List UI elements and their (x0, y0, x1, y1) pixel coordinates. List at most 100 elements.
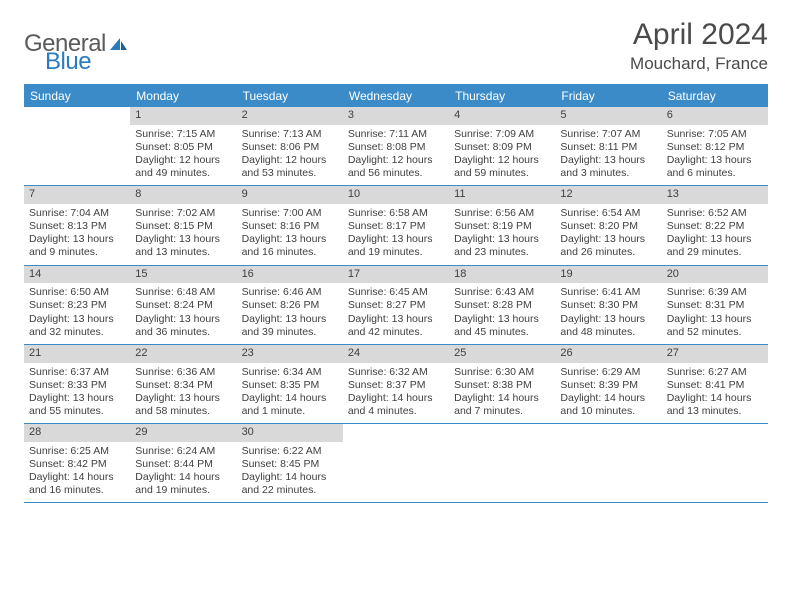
day-body: Sunrise: 6:32 AMSunset: 8:37 PMDaylight:… (343, 363, 449, 424)
day-number: 8 (130, 186, 236, 204)
day-body: Sunrise: 6:52 AMSunset: 8:22 PMDaylight:… (662, 204, 768, 265)
day-cell: 28Sunrise: 6:25 AMSunset: 8:42 PMDayligh… (24, 424, 130, 502)
day-cell: 29Sunrise: 6:24 AMSunset: 8:44 PMDayligh… (130, 424, 236, 502)
day-cell: 5Sunrise: 7:07 AMSunset: 8:11 PMDaylight… (555, 107, 661, 185)
sunset-text: Sunset: 8:34 PM (135, 379, 231, 392)
sunset-text: Sunset: 8:24 PM (135, 299, 231, 312)
day-number: 1 (130, 107, 236, 125)
weekday-header: Tuesday (237, 85, 343, 107)
sunset-text: Sunset: 8:37 PM (348, 379, 444, 392)
week-row: 28Sunrise: 6:25 AMSunset: 8:42 PMDayligh… (24, 424, 768, 503)
sunset-text: Sunset: 8:33 PM (29, 379, 125, 392)
daylight-text: Daylight: 14 hours and 7 minutes. (454, 392, 550, 418)
sunrise-text: Sunrise: 6:52 AM (667, 207, 763, 220)
sunset-text: Sunset: 8:31 PM (667, 299, 763, 312)
sunrise-text: Sunrise: 6:43 AM (454, 286, 550, 299)
title-block: April 2024 Mouchard, France (630, 18, 768, 74)
day-body: Sunrise: 6:46 AMSunset: 8:26 PMDaylight:… (237, 283, 343, 344)
sunrise-text: Sunrise: 6:54 AM (560, 207, 656, 220)
day-body: Sunrise: 6:29 AMSunset: 8:39 PMDaylight:… (555, 363, 661, 424)
day-number: 17 (343, 266, 449, 284)
location-subtitle: Mouchard, France (630, 54, 768, 74)
sunrise-text: Sunrise: 6:41 AM (560, 286, 656, 299)
day-number: 22 (130, 345, 236, 363)
day-body: Sunrise: 6:48 AMSunset: 8:24 PMDaylight:… (130, 283, 236, 344)
day-cell: 8Sunrise: 7:02 AMSunset: 8:15 PMDaylight… (130, 186, 236, 264)
day-cell: 11Sunrise: 6:56 AMSunset: 8:19 PMDayligh… (449, 186, 555, 264)
day-number: 19 (555, 266, 661, 284)
day-cell: 24Sunrise: 6:32 AMSunset: 8:37 PMDayligh… (343, 345, 449, 423)
day-number: 23 (237, 345, 343, 363)
sunrise-text: Sunrise: 6:22 AM (242, 445, 338, 458)
month-title: April 2024 (630, 18, 768, 52)
weeks-container: 1Sunrise: 7:15 AMSunset: 8:05 PMDaylight… (24, 107, 768, 503)
daylight-text: Daylight: 12 hours and 49 minutes. (135, 154, 231, 180)
day-number: 30 (237, 424, 343, 442)
sunrise-text: Sunrise: 6:37 AM (29, 366, 125, 379)
day-number: 3 (343, 107, 449, 125)
day-body: Sunrise: 6:56 AMSunset: 8:19 PMDaylight:… (449, 204, 555, 265)
daylight-text: Daylight: 14 hours and 13 minutes. (667, 392, 763, 418)
day-body: Sunrise: 6:37 AMSunset: 8:33 PMDaylight:… (24, 363, 130, 424)
day-body: Sunrise: 6:24 AMSunset: 8:44 PMDaylight:… (130, 442, 236, 503)
weekday-header: Sunday (24, 85, 130, 107)
sunrise-text: Sunrise: 6:36 AM (135, 366, 231, 379)
sunrise-text: Sunrise: 7:07 AM (560, 128, 656, 141)
calendar-grid: Sunday Monday Tuesday Wednesday Thursday… (24, 84, 768, 503)
day-cell: 7Sunrise: 7:04 AMSunset: 8:13 PMDaylight… (24, 186, 130, 264)
day-number: 4 (449, 107, 555, 125)
day-number: 29 (130, 424, 236, 442)
daylight-text: Daylight: 13 hours and 42 minutes. (348, 313, 444, 339)
day-body: Sunrise: 7:09 AMSunset: 8:09 PMDaylight:… (449, 125, 555, 186)
daylight-text: Daylight: 13 hours and 3 minutes. (560, 154, 656, 180)
day-number: 5 (555, 107, 661, 125)
weekday-header-row: Sunday Monday Tuesday Wednesday Thursday… (24, 85, 768, 107)
sunset-text: Sunset: 8:12 PM (667, 141, 763, 154)
day-body: Sunrise: 6:54 AMSunset: 8:20 PMDaylight:… (555, 204, 661, 265)
day-number: 20 (662, 266, 768, 284)
sunset-text: Sunset: 8:08 PM (348, 141, 444, 154)
sunrise-text: Sunrise: 7:15 AM (135, 128, 231, 141)
day-cell (662, 424, 768, 502)
day-number: 21 (24, 345, 130, 363)
sunset-text: Sunset: 8:38 PM (454, 379, 550, 392)
day-number: 24 (343, 345, 449, 363)
sunrise-text: Sunrise: 7:00 AM (242, 207, 338, 220)
sunrise-text: Sunrise: 6:32 AM (348, 366, 444, 379)
sunrise-text: Sunrise: 7:13 AM (242, 128, 338, 141)
daylight-text: Daylight: 13 hours and 6 minutes. (667, 154, 763, 180)
day-number (555, 424, 661, 428)
sunset-text: Sunset: 8:15 PM (135, 220, 231, 233)
day-cell: 6Sunrise: 7:05 AMSunset: 8:12 PMDaylight… (662, 107, 768, 185)
day-body: Sunrise: 6:45 AMSunset: 8:27 PMDaylight:… (343, 283, 449, 344)
day-cell: 10Sunrise: 6:58 AMSunset: 8:17 PMDayligh… (343, 186, 449, 264)
sunrise-text: Sunrise: 6:39 AM (667, 286, 763, 299)
sunrise-text: Sunrise: 6:45 AM (348, 286, 444, 299)
day-cell: 9Sunrise: 7:00 AMSunset: 8:16 PMDaylight… (237, 186, 343, 264)
day-body: Sunrise: 7:02 AMSunset: 8:15 PMDaylight:… (130, 204, 236, 265)
day-body: Sunrise: 7:05 AMSunset: 8:12 PMDaylight:… (662, 125, 768, 186)
daylight-text: Daylight: 14 hours and 19 minutes. (135, 471, 231, 497)
day-body: Sunrise: 6:30 AMSunset: 8:38 PMDaylight:… (449, 363, 555, 424)
daylight-text: Daylight: 13 hours and 55 minutes. (29, 392, 125, 418)
day-number: 26 (555, 345, 661, 363)
day-cell: 14Sunrise: 6:50 AMSunset: 8:23 PMDayligh… (24, 266, 130, 344)
sunrise-text: Sunrise: 6:48 AM (135, 286, 231, 299)
day-number (343, 424, 449, 428)
sunrise-text: Sunrise: 7:02 AM (135, 207, 231, 220)
day-number: 15 (130, 266, 236, 284)
daylight-text: Daylight: 13 hours and 16 minutes. (242, 233, 338, 259)
day-number: 6 (662, 107, 768, 125)
day-body: Sunrise: 7:00 AMSunset: 8:16 PMDaylight:… (237, 204, 343, 265)
day-cell (343, 424, 449, 502)
daylight-text: Daylight: 12 hours and 53 minutes. (242, 154, 338, 180)
logo-sail-icon (108, 36, 128, 52)
daylight-text: Daylight: 13 hours and 39 minutes. (242, 313, 338, 339)
sunset-text: Sunset: 8:39 PM (560, 379, 656, 392)
sunrise-text: Sunrise: 6:50 AM (29, 286, 125, 299)
day-number: 16 (237, 266, 343, 284)
day-number (449, 424, 555, 428)
logo-text-blue: Blue (45, 48, 91, 75)
day-body: Sunrise: 6:22 AMSunset: 8:45 PMDaylight:… (237, 442, 343, 503)
daylight-text: Daylight: 13 hours and 58 minutes. (135, 392, 231, 418)
